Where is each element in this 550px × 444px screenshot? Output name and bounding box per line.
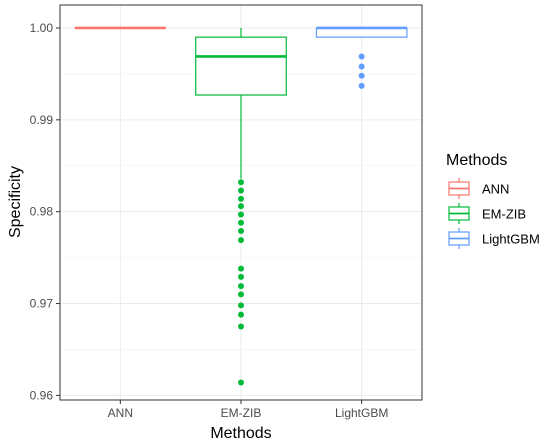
x-axis: ANN EM-ZIB LightGBM (108, 400, 388, 420)
x-tick-label: EM-ZIB (221, 406, 262, 420)
outlier-point (238, 265, 244, 272)
legend-title: Methods (446, 152, 507, 169)
outlier-point (238, 179, 244, 186)
outlier-point (238, 283, 244, 290)
y-tick-label: 0.97 (30, 297, 54, 311)
outlier-point (238, 227, 244, 234)
outlier-point (238, 203, 244, 210)
outlier-point (238, 323, 244, 330)
legend: Methods ANN EM-ZIB LightGBM (446, 152, 540, 251)
x-tick-label: ANN (108, 406, 133, 420)
outlier-point (358, 63, 365, 70)
box-em-zib (195, 27, 287, 386)
y-axis: 0.96 0.97 0.98 0.99 1.00 (30, 21, 60, 402)
y-tick-label: 0.99 (30, 113, 54, 127)
outlier-point (238, 219, 244, 226)
outlier-point (238, 311, 244, 318)
y-tick-label: 1.00 (30, 21, 54, 35)
outlier-point (358, 72, 365, 79)
outlier-point (238, 237, 244, 244)
iqr-box (315, 27, 408, 38)
legend-label: ANN (482, 182, 509, 197)
legend-label: LightGBM (482, 232, 540, 247)
legend-item-lightgbm: LightGBM (446, 226, 540, 251)
outlier-point (238, 187, 244, 194)
outlier-point (238, 302, 244, 309)
x-axis-title: Methods (210, 425, 271, 442)
box-lightgbm (315, 26, 408, 89)
outlier-point (238, 291, 244, 298)
y-tick-label: 0.98 (30, 205, 54, 219)
outlier-point (238, 211, 244, 218)
legend-label: EM-ZIB (482, 207, 526, 222)
outlier-point (358, 82, 365, 89)
outlier-point (238, 379, 244, 386)
iqr-box (195, 36, 287, 96)
legend-item-ann: ANN (446, 176, 509, 201)
outlier-point (358, 53, 365, 60)
y-axis-title: Specificity (7, 166, 24, 238)
legend-item-em-zib: EM-ZIB (446, 201, 526, 226)
outlier-point (238, 273, 244, 280)
outlier-point (238, 195, 244, 202)
x-tick-label: LightGBM (335, 406, 388, 420)
y-tick-label: 0.96 (30, 388, 54, 402)
boxes (74, 26, 408, 386)
